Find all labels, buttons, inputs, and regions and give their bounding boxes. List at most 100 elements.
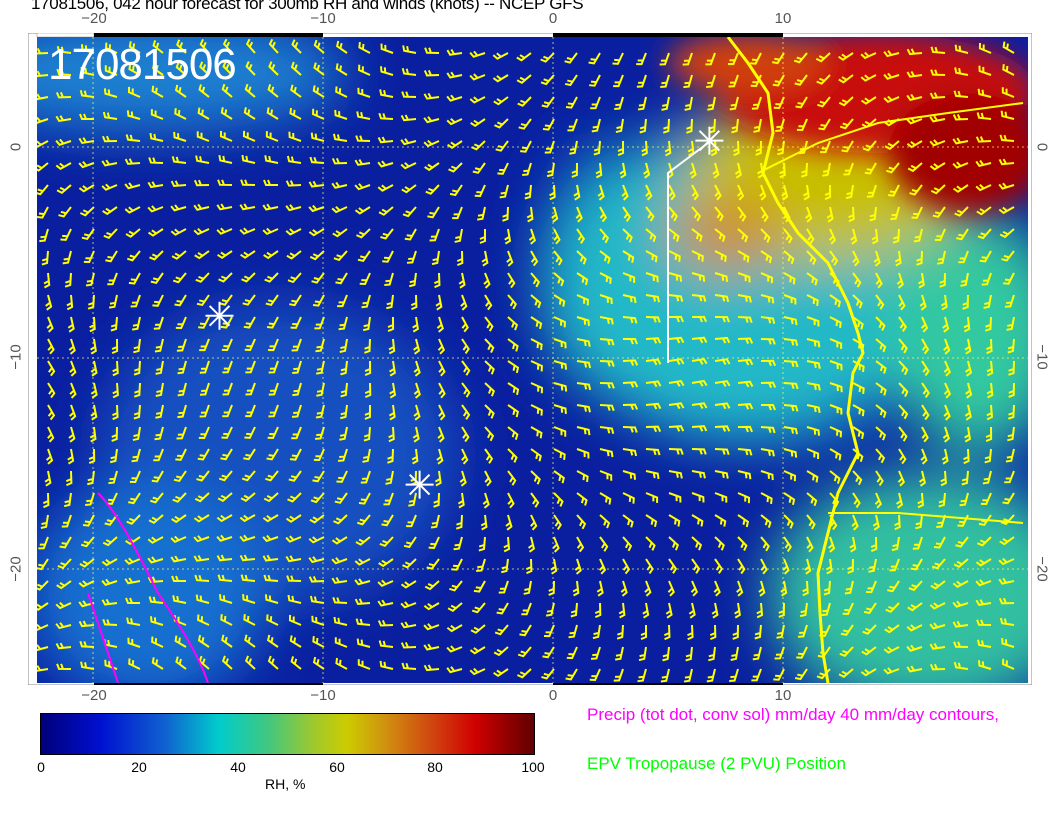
wind-barb [645,558,654,575]
wind-barb [333,250,348,262]
wind-barb [618,602,626,619]
wind-barb [645,272,659,283]
wind-barb [860,96,877,105]
wind-barb [906,624,923,632]
wind-barb [357,250,371,263]
wind-barb [359,272,371,285]
wind-barb [79,113,95,121]
wind-barb [340,360,348,376]
wind-barb [222,404,233,418]
wind-barb [458,272,466,289]
wind-barb [494,118,509,129]
wind-barb [194,250,210,260]
wind-barb [599,294,613,305]
x-tick-top: −10 [310,10,336,27]
wind-barb [883,95,900,103]
wind-barb [760,206,769,223]
wind-barb [806,360,821,369]
wind-barb [377,136,394,144]
wind-barb [332,228,348,238]
wind-barb [55,115,72,123]
wind-barb [46,316,54,333]
wind-barb [37,70,49,78]
wind-barb [150,272,164,284]
wind-barb [714,184,722,201]
wind-barb [436,448,444,465]
wind-barb [90,382,98,399]
wind-barb [691,272,706,282]
wind-barb [289,294,302,307]
wind-barb [732,624,739,640]
wind-barb [125,228,141,238]
wind-barb [805,206,813,223]
wind-barb [216,514,233,523]
wind-barb [714,514,727,527]
wind-barb [772,52,785,65]
wind-barb [424,47,440,54]
wind-barb [401,662,417,670]
wind-barb [112,360,119,377]
wind-barb [936,514,946,529]
wind-barb [599,514,611,529]
wind-barb [930,69,946,76]
markers [205,126,724,499]
wind-barb [890,206,900,221]
wind-barb [400,642,417,649]
wind-barb [714,206,724,222]
wind-barb [553,470,565,484]
wind-barb [334,637,348,648]
wind-barb [645,206,655,222]
x-tick-bottom: −10 [310,687,336,704]
wind-barb [470,624,486,634]
wind-barb [875,426,887,441]
wind-barb [612,52,624,65]
wind-barb [520,140,532,153]
wind-barb [829,404,843,415]
wind-barb [645,425,662,433]
wind-barb [484,404,495,419]
wind-barb [783,382,799,390]
wind-barb [426,558,440,570]
wind-barb [780,580,788,597]
wind-barb [335,657,348,670]
wind-barb [378,558,394,568]
wind-barb [645,536,656,551]
wind-barb [714,336,731,344]
wind-barb [783,360,799,368]
wind-barb [291,404,302,418]
wind-barb [821,602,831,617]
wind-barb [907,602,923,612]
wind-barb [45,294,53,311]
wind-barb [37,162,49,172]
wind-barb [193,535,210,543]
wind-barb [332,597,348,604]
wind-barb [530,448,542,462]
wind-barb [976,112,992,120]
wind-barb [956,228,969,241]
wind-barb [364,382,372,399]
wind-barb [737,514,750,528]
wind-barb [691,357,708,365]
y-tick-right: 0 [1033,142,1051,152]
wind-barb [975,579,992,587]
wind-barb [892,228,900,244]
wind-barb [126,250,141,262]
wind-barb [1000,514,1015,526]
wind-barb [955,536,969,548]
wind-barb [124,158,141,165]
wind-barb [413,404,421,421]
wind-barb [221,338,233,352]
wind-barb [127,86,141,98]
wind-barb [864,162,877,175]
wind-barb [81,228,95,240]
wind-barb [875,470,884,487]
wind-barb [838,96,854,107]
wind-barb [688,602,696,619]
wind-barb [964,426,972,443]
colorbar-tick: 60 [329,759,345,775]
wind-barb [148,596,164,604]
wind-barb [564,74,578,87]
rh-field [37,37,1028,683]
wind-barb [150,109,164,120]
wind-barb [239,534,256,542]
